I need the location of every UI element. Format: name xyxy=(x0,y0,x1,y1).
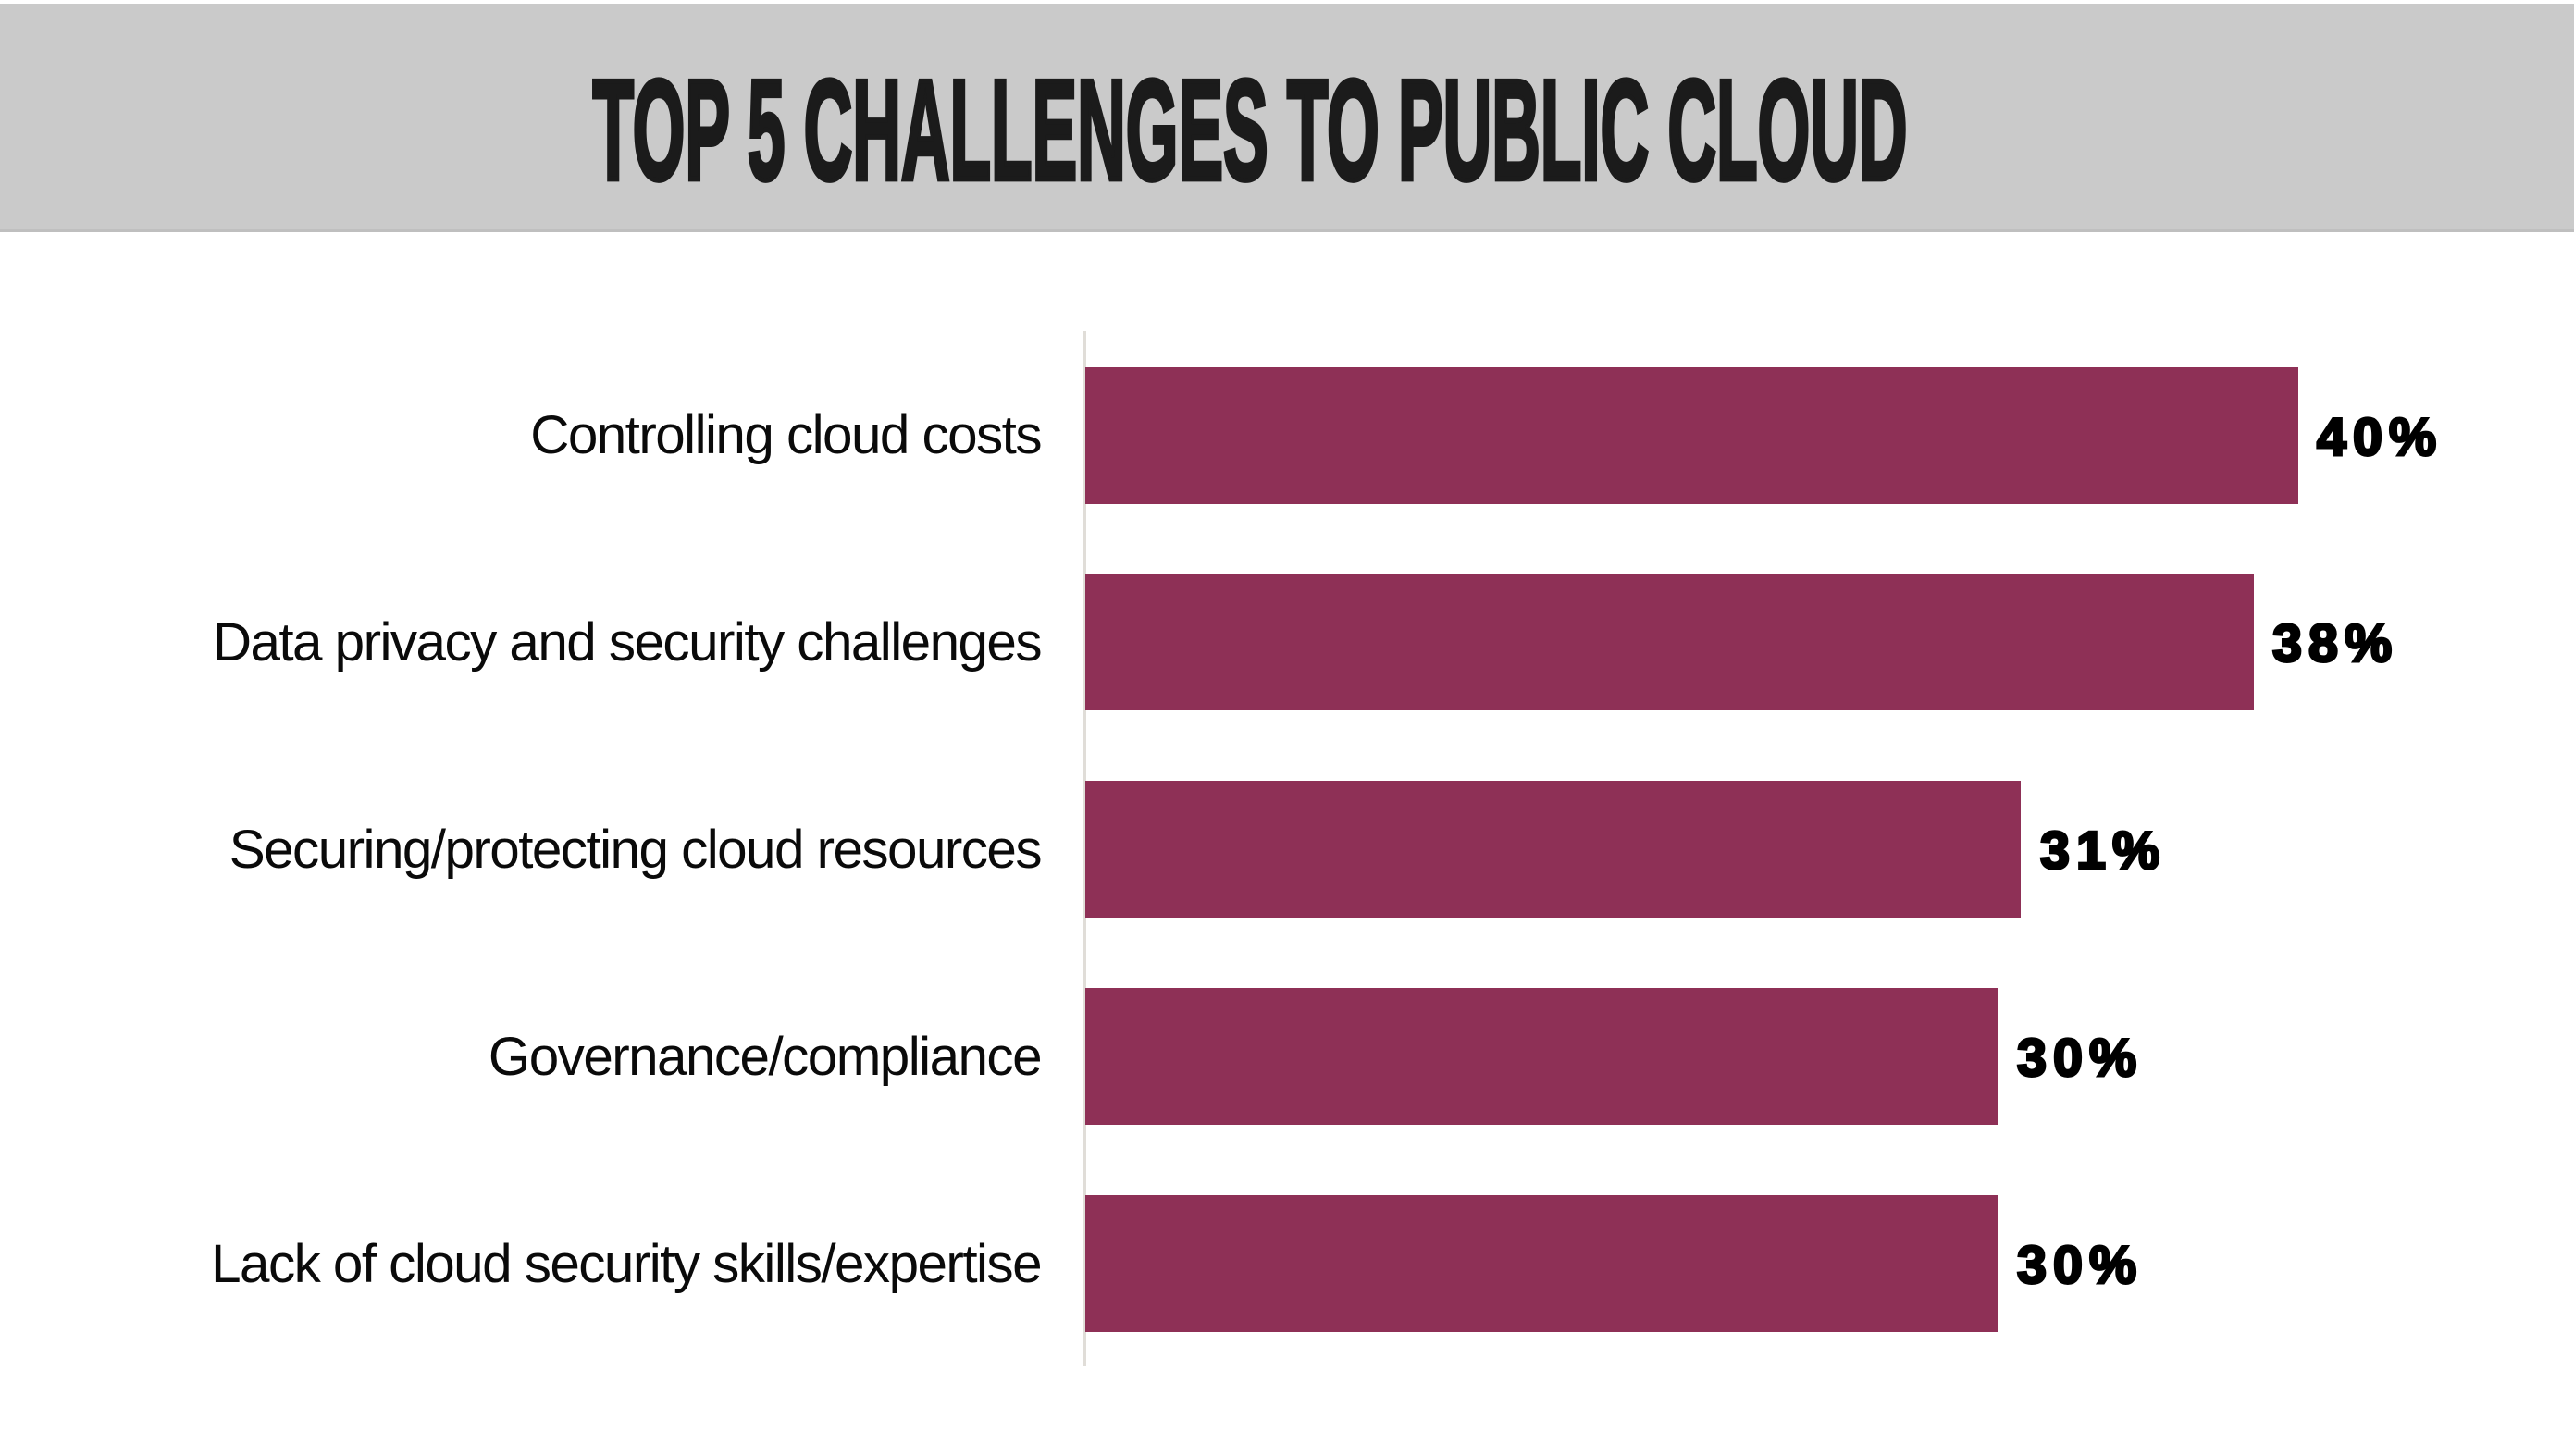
svg-text:TOP 5 CHALLENGES TO PUBLIC CLO: TOP 5 CHALLENGES TO PUBLIC CLOUD xyxy=(593,51,1908,210)
